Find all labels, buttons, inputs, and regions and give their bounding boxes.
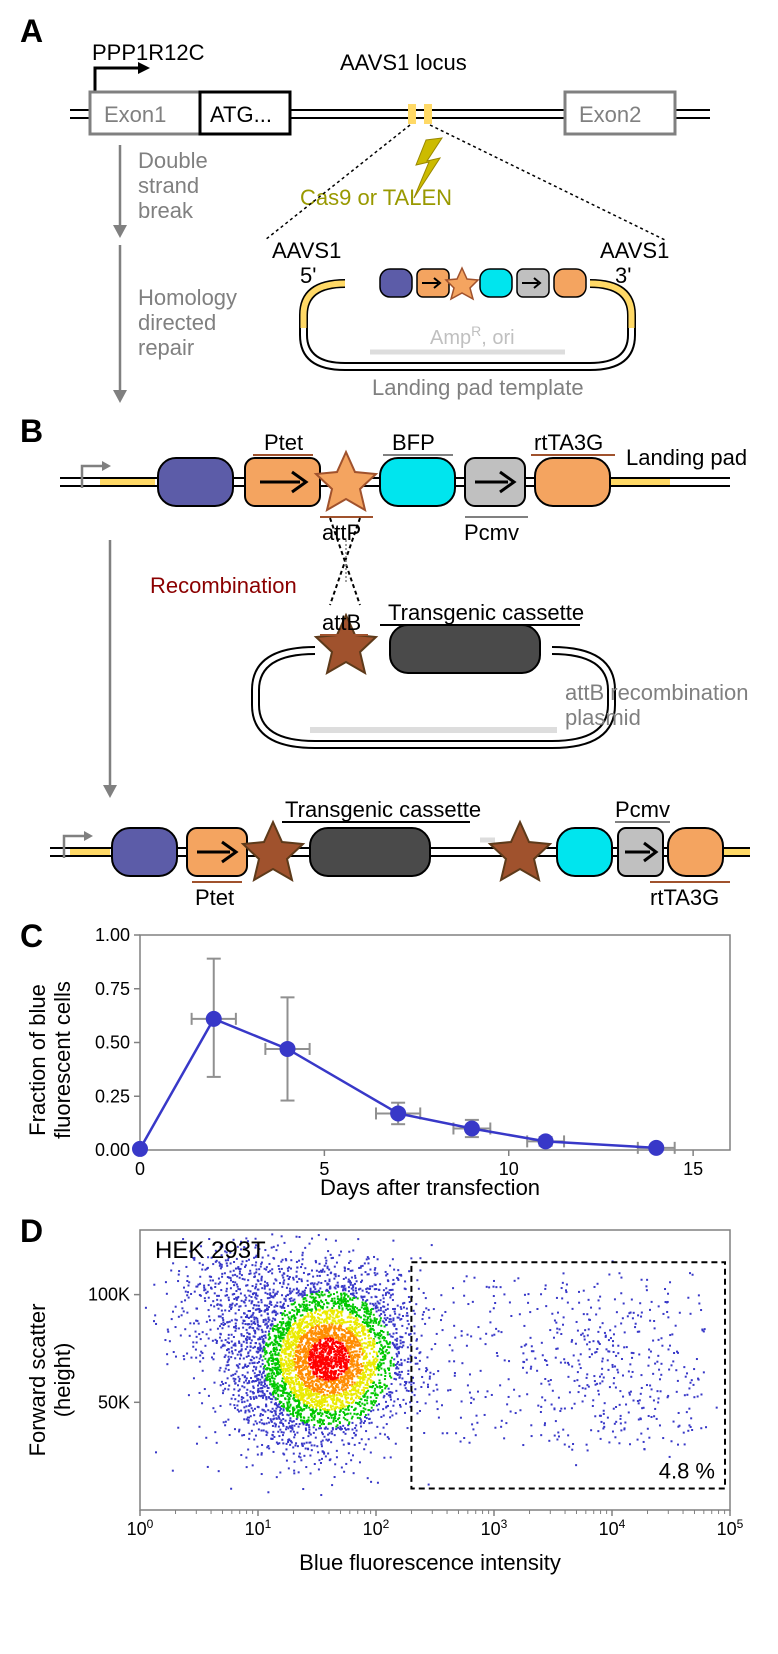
aavs1-5-2: 5' xyxy=(300,263,316,288)
svg-text:103: 103 xyxy=(481,1517,508,1539)
locus-name: AAVS1 locus xyxy=(340,50,467,75)
nuclease-label: Cas9 or TALEN xyxy=(300,185,452,210)
panel-c-svg: C 0510150.000.250.500.751.00 Fraction of… xyxy=(10,915,768,1205)
gene-name: PPP1R12C xyxy=(92,40,205,65)
plasmid-label-2: plasmid xyxy=(565,705,641,730)
final-construct: Ptet Transgenic cassette Pcmv rtTA3G xyxy=(50,797,750,910)
panel-c-label: C xyxy=(20,918,43,954)
rtta-label: rtTA3G xyxy=(534,430,603,455)
cutsite-right xyxy=(424,104,432,124)
c-ylabel-1: Fraction of blue xyxy=(25,984,50,1136)
panel-d-svg: D 10010110210310410550K100K4.8 %HEK 293T… xyxy=(10,1210,768,1580)
figure-container: A PPP1R12C AAVS1 locus Exon1 ATG... Exon… xyxy=(0,0,778,1595)
svg-text:1.00: 1.00 xyxy=(95,925,130,945)
dotted-right xyxy=(430,125,665,240)
bfp-label: BFP xyxy=(392,430,435,455)
dsb-label-2: strand xyxy=(138,173,199,198)
panel-a-svg: A PPP1R12C AAVS1 locus Exon1 ATG... Exon… xyxy=(10,10,768,405)
svg-text:Ptet: Ptet xyxy=(195,885,234,910)
transgenic-cassette xyxy=(390,625,540,673)
dsb-label-3: break xyxy=(138,198,194,223)
lp-cass-purple xyxy=(158,458,233,506)
exon1-label: Exon1 xyxy=(104,102,166,127)
amp-label: AmpR, ori xyxy=(430,323,515,349)
dsb-label-1: Double xyxy=(138,148,208,173)
promoter-arrow-line xyxy=(95,68,138,92)
svg-text:102: 102 xyxy=(363,1517,390,1539)
template-cass-5 xyxy=(554,269,586,297)
b-arrow-head xyxy=(103,785,117,798)
dotted-left xyxy=(265,125,410,240)
lp-promoter-head xyxy=(102,461,111,471)
c-ylabel-2: fluorescent cells xyxy=(50,981,75,1139)
hdr-arrow-head xyxy=(113,390,127,403)
template-cass-1 xyxy=(380,269,412,297)
lp-cass-bfp xyxy=(380,458,455,506)
pcmv-label: Pcmv xyxy=(464,520,519,545)
aavs1-3-1: AAVS1 xyxy=(600,238,669,263)
chart-c: 0510150.000.250.500.751.00 xyxy=(95,925,730,1179)
c-xlabel: Days after transfection xyxy=(320,1175,540,1200)
svg-text:Pcmv: Pcmv xyxy=(615,797,670,822)
svg-text:50K: 50K xyxy=(98,1392,130,1412)
cutsite-left xyxy=(408,104,416,124)
exon2-label: Exon2 xyxy=(579,102,641,127)
template-star xyxy=(446,268,478,299)
attB-label: attB xyxy=(322,610,361,635)
d-xlabel: Blue fluorescence intensity xyxy=(299,1550,561,1575)
svg-text:100: 100 xyxy=(127,1517,154,1539)
attP-star xyxy=(316,452,376,510)
lp-cass-rtta xyxy=(535,458,610,506)
svg-text:rtTA3G: rtTA3G xyxy=(650,885,719,910)
landing-pad-label: Landing pad xyxy=(626,445,747,470)
svg-text:0.75: 0.75 xyxy=(95,979,130,999)
panel-b-svg: B Ptet attP BFP Pcmv rtTA3G Landing pad … xyxy=(10,410,768,910)
svg-text:0: 0 xyxy=(135,1159,145,1179)
panel-a-label: A xyxy=(20,13,43,49)
transgenic-label: Transgenic cassette xyxy=(388,600,584,625)
hdr-label-2: directed xyxy=(138,310,216,335)
svg-text:105: 105 xyxy=(717,1517,744,1539)
panel-b-label: B xyxy=(20,413,43,449)
svg-text:101: 101 xyxy=(245,1517,272,1539)
aavs1-5-1: AAVS1 xyxy=(272,238,341,263)
atg-label: ATG... xyxy=(210,102,272,127)
hdr-label-3: repair xyxy=(138,335,194,360)
svg-text:100K: 100K xyxy=(88,1285,130,1305)
svg-text:15: 15 xyxy=(683,1159,703,1179)
plasmid-label-1: attB recombination xyxy=(565,680,748,705)
svg-text:0.00: 0.00 xyxy=(95,1140,130,1160)
svg-text:104: 104 xyxy=(599,1517,626,1539)
ptet-label: Ptet xyxy=(264,430,303,455)
recomb-label: Recombination xyxy=(150,573,297,598)
svg-text:Transgenic cassette: Transgenic cassette xyxy=(285,797,481,822)
panel-d-label: D xyxy=(20,1213,43,1249)
d-ylabel-2: (height) xyxy=(50,1343,75,1418)
hdr-label-1: Homology xyxy=(138,285,237,310)
svg-text:0.25: 0.25 xyxy=(95,1086,130,1106)
d-ylabel-1: Forward scatter xyxy=(25,1304,50,1457)
dsb-arrow-head xyxy=(113,225,127,238)
template-label: Landing pad template xyxy=(372,375,584,400)
svg-text:0.50: 0.50 xyxy=(95,1033,130,1053)
chart-d: 10010110210310410550K100K4.8 %HEK 293T xyxy=(88,1230,744,1539)
template-cass-3 xyxy=(480,269,512,297)
